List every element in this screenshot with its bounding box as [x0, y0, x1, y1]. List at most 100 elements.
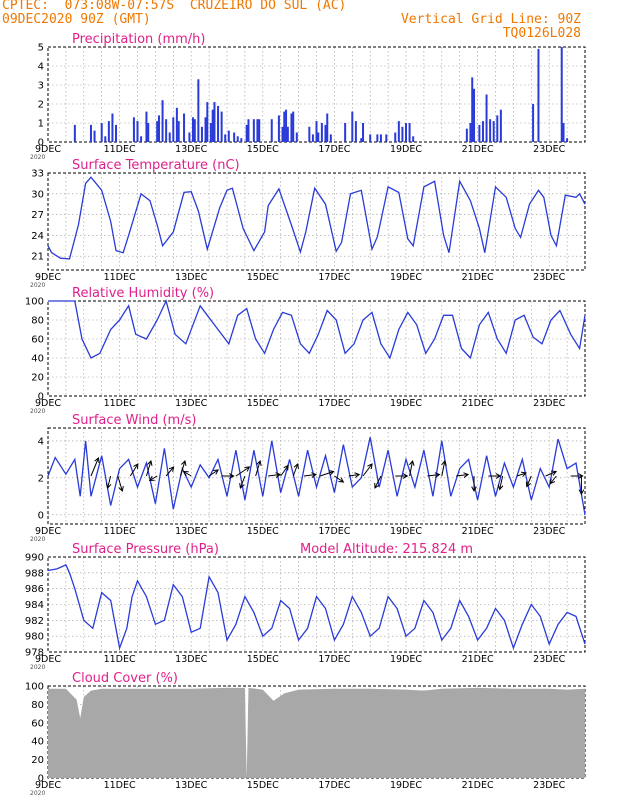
x-tick-label: 17DEC: [318, 272, 350, 283]
x-tick-label: 19DEC: [390, 526, 422, 537]
chart-header: CPTEC: 073:08W-07:57S CRUZEIRO DO SUL (A…: [0, 0, 618, 45]
precip-bar: [157, 115, 160, 142]
wind-arrow: [129, 463, 139, 477]
precip-bar: [481, 121, 484, 142]
precip-bar: [394, 132, 397, 142]
x-tick-label: 19DEC: [390, 144, 422, 155]
precip-bar: [233, 132, 236, 142]
precip-bar: [197, 79, 200, 142]
x-tick-label: 23DEC: [533, 398, 565, 409]
wind-arrow: [499, 475, 504, 490]
x-tick-label: 13DEC: [175, 398, 207, 409]
precip-bar: [496, 115, 499, 142]
wind-arrow: [303, 474, 317, 477]
wind-arrow-head: [118, 486, 124, 492]
wind-arrow-head: [471, 486, 477, 493]
wind-arrow: [255, 460, 261, 477]
precip-bar: [471, 77, 474, 142]
x-tick-label: 19DEC: [390, 272, 422, 283]
wind-arrow-head: [293, 463, 299, 470]
precip-bar: [132, 117, 135, 142]
precip-bar: [177, 121, 180, 142]
precip-bar: [408, 123, 411, 142]
precip-bar: [213, 102, 216, 142]
x-tick-label: 23DEC: [533, 780, 565, 791]
wind-arrow-head: [311, 472, 318, 478]
wind-arrow-head: [520, 471, 527, 478]
x-tick-label: 11DEC: [104, 398, 136, 409]
x-tick-label: 19DEC: [390, 780, 422, 791]
x-tick-label: 11DEC: [104, 526, 136, 537]
x-tick-label: 11DEC: [104, 144, 136, 155]
wind-arrow: [526, 475, 532, 487]
precip-bar: [217, 105, 220, 142]
panel-title: Cloud Cover (%): [72, 671, 178, 686]
precip-bar: [220, 111, 223, 142]
wind-arrow-head: [495, 473, 502, 479]
x-tick-label: 9DEC: [35, 144, 61, 155]
x-tick-label: 21DEC: [462, 272, 494, 283]
x-tick-label: 11DEC: [104, 654, 136, 665]
precip-bar: [188, 132, 191, 142]
wind-arrow: [280, 465, 289, 477]
x-tick-label: 23DEC: [533, 272, 565, 283]
wind-arrow: [208, 469, 219, 477]
precip-bar: [168, 132, 171, 142]
y-tick-label: 990: [25, 553, 44, 564]
precip-bar: [369, 134, 372, 142]
precip-bar: [100, 123, 103, 142]
precip-bar: [397, 121, 400, 142]
x-tick-label: 9DEC: [35, 654, 61, 665]
precip-bar: [566, 138, 569, 142]
wind-arrow: [145, 460, 152, 477]
year-label: 2020: [30, 664, 45, 671]
precip-bar: [537, 48, 540, 142]
x-tick-label: 21DEC: [462, 526, 494, 537]
wind-arrow-head: [367, 463, 373, 470]
precip-bar: [183, 113, 186, 142]
wind-arrow-head: [408, 459, 415, 466]
precip-bar: [401, 126, 404, 142]
y-tick-label: 0: [38, 510, 44, 521]
precip-bar: [492, 121, 495, 142]
wind-arrow-head: [497, 484, 504, 491]
precip-bar: [140, 136, 143, 142]
precip-bar: [245, 124, 248, 142]
wind-arrow: [107, 475, 112, 489]
x-tick-label: 17DEC: [318, 398, 350, 409]
precip-bar: [329, 134, 332, 142]
series-line: [48, 299, 586, 360]
precip-bar: [165, 119, 168, 142]
precip-bar: [560, 47, 563, 142]
y-tick-label: 20: [31, 373, 44, 384]
wind-arrow: [117, 475, 123, 492]
wind-arrow: [409, 460, 414, 477]
y-tick-label: 80: [31, 316, 44, 327]
wind-arrow: [348, 474, 360, 477]
precip-bar: [360, 138, 363, 142]
grid-line-note: Vertical Grid Line: 90Z: [400, 12, 581, 27]
wind-arrow-head: [133, 463, 139, 470]
x-tick-label: 17DEC: [318, 144, 350, 155]
wind-arrow-head: [434, 472, 441, 478]
precip-bar: [136, 121, 139, 142]
precip-bar: [532, 104, 535, 142]
panel-title: Precipitation (mm/h): [72, 32, 205, 47]
x-tick-label: 15DEC: [247, 398, 279, 409]
precip-bar: [485, 94, 488, 142]
precip-bar: [247, 119, 250, 142]
y-tick-label: 30: [31, 189, 44, 200]
precip-bar: [351, 111, 354, 142]
precip-bar: [469, 123, 472, 142]
wind-arrow-head: [549, 478, 556, 485]
precip-bar: [295, 132, 298, 142]
wind-arrow: [545, 471, 557, 477]
cloud-cover-area: [48, 687, 585, 778]
wind-arrow: [362, 463, 373, 477]
wind-arrow-head: [578, 473, 584, 479]
series-line: [47, 437, 586, 515]
x-tick-label: 11DEC: [104, 780, 136, 791]
precip-bar: [308, 126, 311, 142]
precip-bar: [344, 123, 347, 142]
precip-bar: [270, 119, 273, 142]
